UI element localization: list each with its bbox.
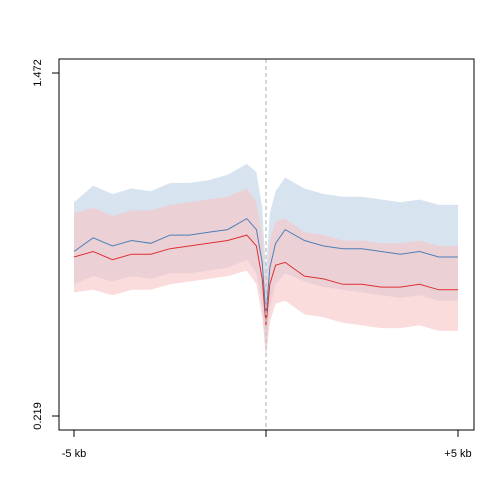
x-tick-label: +5 kb [444,448,471,460]
x-axis: -5 kb +5 kb [62,430,472,460]
y-axis: 0.219 1.472 [32,59,59,430]
confidence-bands [74,163,458,359]
series-1-line [73,217,458,318]
series-2-band [74,188,458,359]
x-tick-label: -5 kb [62,448,86,460]
y-tick-label: 0.219 [32,402,44,430]
y-tick-label: 1.472 [32,59,44,87]
